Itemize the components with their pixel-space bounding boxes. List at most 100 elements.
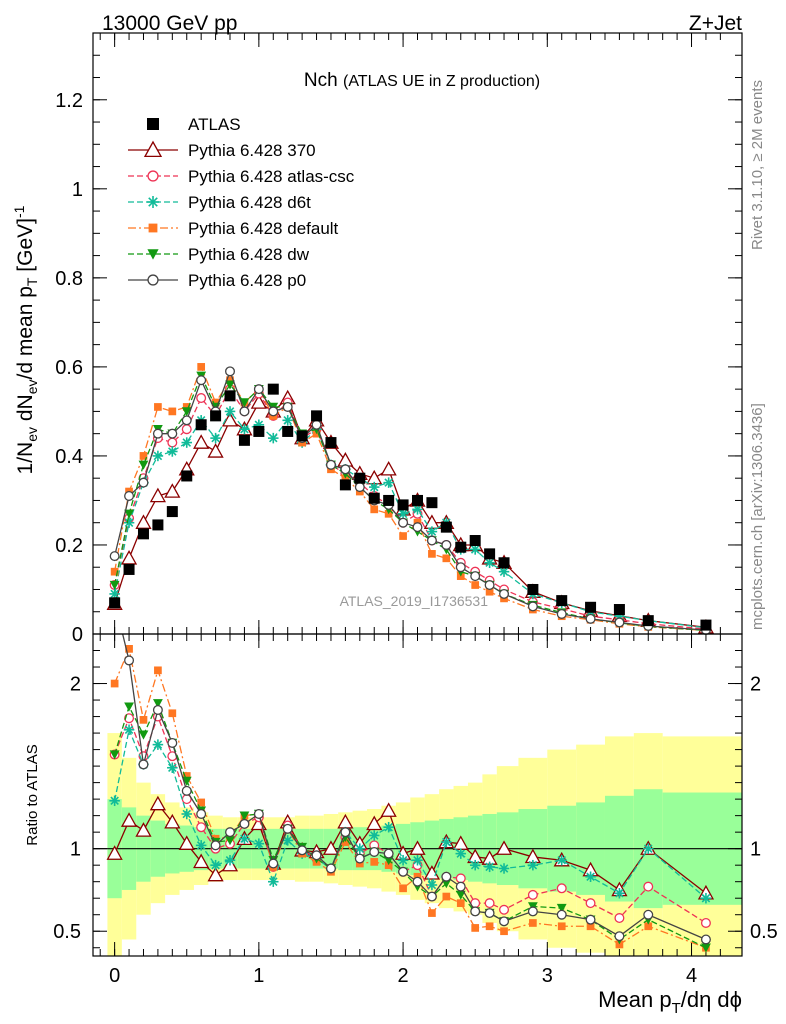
- pythia-6-428-p0-point: [499, 588, 510, 599]
- pythia-6-428-default-line: [113, 365, 706, 632]
- legend-marker-pythia-6-428-atlas-csc: [147, 170, 159, 182]
- legend-label-pythia-6-428-atlas-csc: Pythia 6.428 atlas-csc: [188, 167, 355, 186]
- pythia-6-428-d6t-ratio-point: [455, 848, 467, 859]
- x-tick-label: 3: [542, 965, 553, 987]
- pythia-6-428-p0-ratio-point: [239, 818, 250, 829]
- pythia-6-428-dw-ratio-point: [556, 903, 567, 914]
- pythia-6-428-p0-ratio-point: [297, 845, 308, 856]
- legend-marker-pythia-6-428-default: [148, 223, 158, 233]
- atlas-data-point: [484, 548, 496, 560]
- pythia-6-428-d6t-ratio-point: [123, 724, 135, 736]
- pythia-6-428-p0-point: [556, 608, 567, 619]
- pythia-6-428-default-point: [226, 376, 234, 385]
- pythia-6-428-d6t-ratio-point-stroke: [240, 834, 249, 844]
- ratio-tick-label: 1: [70, 839, 81, 861]
- chart-title-main: Nch: [304, 70, 338, 91]
- pythia-6-428-370-ratio-point: [366, 815, 383, 831]
- pythia-6-428-d6t-ratio-point-stroke: [268, 877, 278, 886]
- ratio-series-layer: [106, 634, 715, 953]
- pythia-6-428-d6t-ratio-point: [368, 830, 380, 841]
- pythia-6-428-dw-ratio-point: [239, 811, 250, 821]
- pythia-6-428-d6t-ratio-point: [167, 762, 178, 774]
- pythia-6-428-d6t-ratio-point-stroke: [456, 849, 466, 858]
- pythia-6-428-d6t-ratio-point-stroke: [470, 860, 480, 870]
- pythia-6-428-dw-point: [239, 398, 250, 408]
- pythia-6-428-dw-ratio-point: [153, 699, 163, 709]
- pythia-6-428-dw-point: [225, 380, 235, 390]
- pythia-6-428-d6t-ratio-point-stroke: [384, 822, 393, 832]
- pythia-6-428-d6t-point: [167, 446, 178, 457]
- pythia-6-428-p0-point: [282, 401, 293, 412]
- pythia-6-428-dw-point: [138, 460, 149, 470]
- header-right: Z+Jet: [689, 12, 742, 35]
- pythia-6-428-p0-ratio-point: [369, 846, 380, 857]
- pythia-6-428-p0-ratio-point: [124, 655, 135, 666]
- x-tick-label: 4: [686, 965, 697, 987]
- pythia-6-428-default-ratio-point: [500, 927, 508, 936]
- pythia-6-428-p0-point: [354, 482, 365, 493]
- atlas-data-point: [210, 410, 222, 422]
- pythia-6-428-p0-point: [268, 406, 279, 417]
- pythia-6-428-d6t-ratio-point: [210, 859, 221, 871]
- legend-entry-pythia-6-428-dw: Pythia 6.428 dw: [128, 245, 310, 264]
- atlas-data-point: [253, 425, 265, 437]
- pythia-6-428-default-ratio-point: [442, 892, 451, 901]
- pythia-6-428-p0-point: [412, 522, 423, 533]
- pythia-6-428-p0-point: [325, 459, 336, 470]
- pythia-6-428-dw-ratio-point: [124, 702, 134, 712]
- pythia-6-428-d6t-ratio-point-stroke: [485, 862, 494, 872]
- pythia-6-428-d6t-ratio-point: [426, 879, 438, 891]
- main-series-layer: [106, 363, 715, 636]
- pythia-6-428-370-ratio-point: [380, 802, 397, 817]
- atlas-data-point: [455, 541, 467, 553]
- pythia-6-428-d6t-ratio-point: [527, 859, 539, 871]
- pythia-6-428-default-point: [211, 398, 220, 407]
- main-axes: 0 0.2 0.4 0.6 0.8 1 1.2: [55, 33, 742, 646]
- pythia-6-428-d6t-ratio-point: [109, 795, 120, 807]
- legend-label-atlas: ATLAS: [188, 115, 241, 134]
- pythia-6-428-d6t-ratio-point-stroke: [355, 844, 365, 853]
- ratio-y-label: Ratio to ATLAS: [24, 744, 41, 845]
- atlas-data-point: [700, 619, 712, 631]
- y-tick-label: 0.2: [55, 535, 83, 557]
- atlas-data-point: [238, 434, 250, 446]
- pythia-6-428-370-point: [207, 443, 224, 458]
- atlas-data-point: [296, 430, 308, 442]
- pythia-6-428-d6t-point: [282, 415, 293, 426]
- pythia-6-428-default-point: [370, 505, 379, 514]
- atlas-data-point: [383, 494, 395, 506]
- pythia-6-428-d6t-point-stroke: [369, 482, 379, 492]
- pythia-6-428-dw-point: [124, 509, 134, 519]
- atlas-data-point: [267, 383, 279, 395]
- pythia-6-428-default-point: [428, 550, 436, 558]
- atlas-data-point: [339, 479, 351, 491]
- pythia-6-428-p0-ratio-point: [383, 848, 394, 859]
- pythia-6-428-p0-point: [398, 517, 409, 528]
- pythia-6-428-p0-point: [426, 535, 437, 546]
- pythia-6-428-d6t-ratio-line: [113, 727, 707, 899]
- pythia-6-428-d6t-point-stroke: [182, 438, 192, 447]
- atlas-data-point: [224, 390, 236, 402]
- pythia-6-428-d6t-ratio-point-stroke: [196, 841, 206, 850]
- pythia-6-428-default-ratio-point: [110, 679, 119, 688]
- pythia-6-428-default-ratio-point: [485, 922, 494, 931]
- pythia-6-428-p0-point: [138, 477, 149, 488]
- atlas-data-point: [469, 535, 481, 547]
- chart-subtitle: (ATLAS UE in Z production): [343, 73, 540, 90]
- legend-entry-pythia-6-428-p0: Pythia 6.428 p0: [128, 271, 306, 290]
- pythia-6-428-p0-point: [239, 406, 250, 417]
- pythia-6-428-370-ratio-point: [120, 812, 138, 827]
- legend-entry-pythia-6-428-default: Pythia 6.428 default: [128, 219, 339, 238]
- pythia-6-428-p0-point: [253, 384, 264, 395]
- pythia-6-428-p0-point: [441, 539, 452, 550]
- pythia-6-428-d6t-ratio-point: [383, 821, 394, 833]
- y-tick-label: 0.4: [55, 446, 83, 468]
- pythia-6-428-default-ratio-point: [197, 798, 206, 807]
- pythia-6-428-p0-ratio-point: [152, 704, 163, 715]
- chart-title: Nch (ATLAS UE in Z production): [304, 70, 540, 91]
- pythia-6-428-d6t-ratio-point: [354, 843, 366, 854]
- pythia-6-428-dw-ratio-point: [225, 836, 235, 846]
- atlas-data-point: [440, 521, 452, 533]
- atlas-data-point: [613, 604, 625, 616]
- atlas-data-point: [137, 528, 149, 540]
